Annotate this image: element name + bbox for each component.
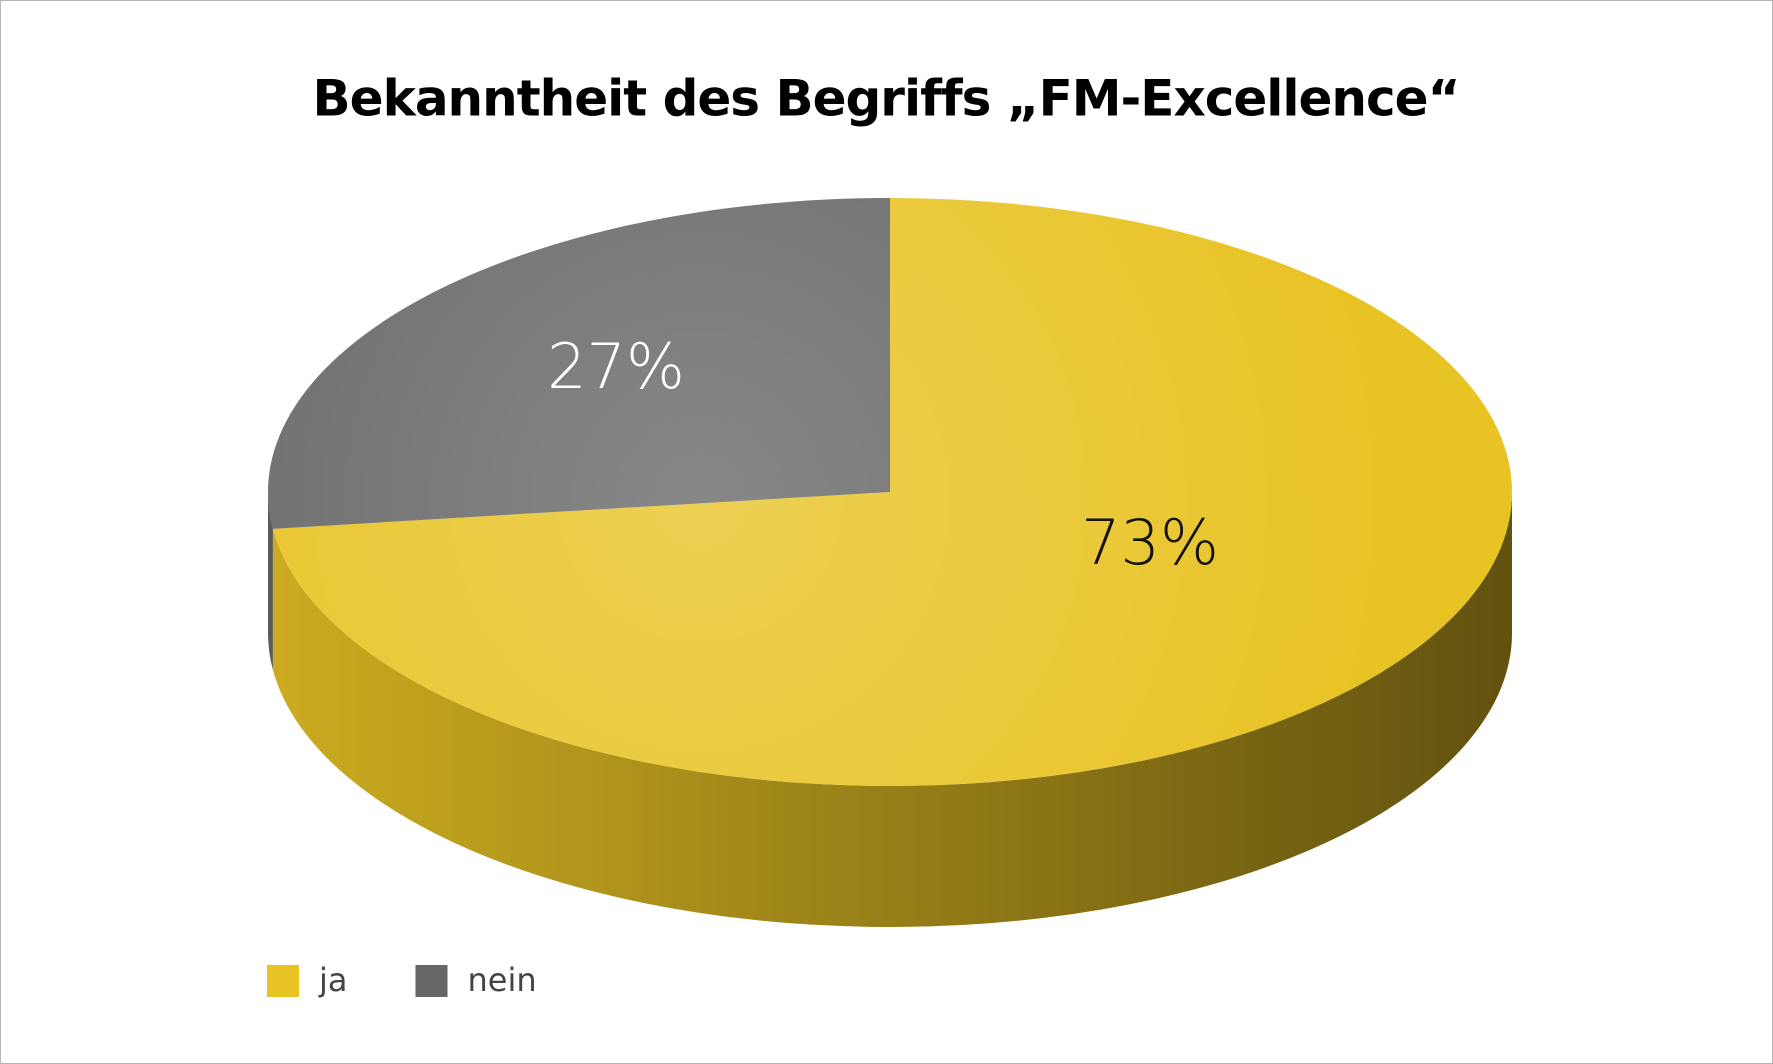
- side-shade: [272, 492, 1512, 928]
- gloss: [268, 198, 1512, 786]
- legend-swatch: [267, 965, 299, 997]
- side-shade: [268, 492, 273, 670]
- legend-swatch: [415, 965, 448, 997]
- chart-title: Bekanntheit des Begriffs „FM-Excellence“: [313, 70, 1460, 128]
- pie: 73% 27%: [268, 198, 1513, 928]
- legend: ja nein: [267, 961, 537, 999]
- value-label: 73%: [1081, 506, 1219, 579]
- legend-label: ja: [318, 961, 348, 999]
- legend-label: nein: [468, 961, 537, 999]
- value-label: 27%: [547, 330, 685, 403]
